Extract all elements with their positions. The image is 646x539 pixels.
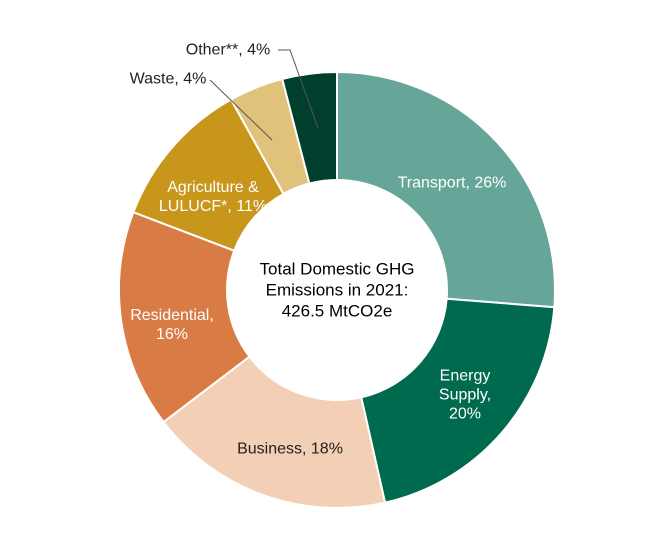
center-text: Total Domestic GHG Emissions in 2021: 42…: [259, 259, 415, 321]
donut-slice: [118, 210, 251, 424]
donut-slice: [162, 355, 387, 509]
slice-label: Agriculture & LULUCF*, 11%: [158, 179, 268, 215]
slice-label: Business, 18%: [237, 440, 343, 458]
slice-label: Energy Supply, 20%: [438, 367, 492, 423]
leader-line: [209, 79, 273, 141]
slice-label: Other**, 4%: [185, 41, 271, 59]
leader-line: [278, 49, 319, 129]
slice-label: Transport, 26%: [397, 174, 507, 192]
donut-slice: [336, 70, 556, 309]
slice-label: Waste, 4%: [129, 70, 207, 88]
donut-slice: [281, 70, 338, 185]
slice-label: Residential, 16%: [130, 307, 214, 343]
donut-slice: [360, 297, 556, 504]
